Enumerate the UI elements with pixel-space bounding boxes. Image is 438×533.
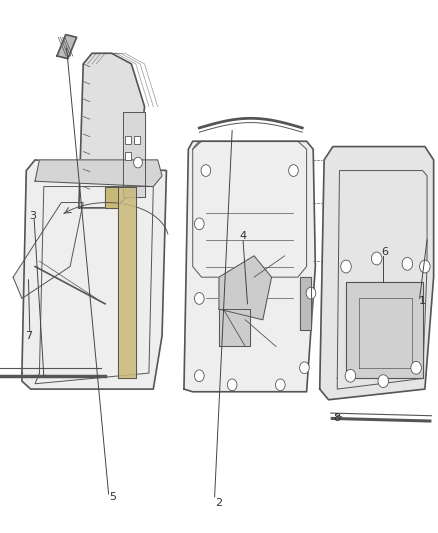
Polygon shape [22,160,166,389]
Text: 2: 2 [215,498,222,507]
Polygon shape [320,147,434,400]
Polygon shape [219,309,250,346]
Polygon shape [57,35,77,59]
Circle shape [345,369,356,382]
Circle shape [194,293,204,304]
Polygon shape [219,256,272,320]
Bar [134,136,140,144]
Polygon shape [123,112,145,197]
Polygon shape [184,141,315,392]
Bar [125,136,131,144]
Circle shape [306,287,316,299]
Text: 4: 4 [240,231,247,240]
Text: 8: 8 [334,414,341,423]
Circle shape [194,370,204,382]
Circle shape [378,375,389,387]
Polygon shape [300,277,311,330]
Circle shape [227,379,237,391]
Text: 7: 7 [25,331,32,341]
Circle shape [371,252,382,265]
Text: 6: 6 [381,247,388,257]
Circle shape [201,165,211,176]
Circle shape [289,165,298,176]
Polygon shape [79,53,145,208]
Circle shape [276,379,285,391]
Polygon shape [346,282,423,378]
Text: 1: 1 [419,296,426,306]
Polygon shape [13,203,83,298]
Text: 5: 5 [110,492,117,502]
Circle shape [341,260,351,273]
Circle shape [194,218,204,230]
Polygon shape [35,160,162,187]
Circle shape [402,257,413,270]
Circle shape [300,362,309,374]
Circle shape [420,260,430,273]
Polygon shape [118,187,136,378]
Bar [125,152,131,160]
Circle shape [411,361,421,374]
Text: 3: 3 [29,211,36,221]
Polygon shape [105,187,118,208]
Circle shape [134,157,142,168]
